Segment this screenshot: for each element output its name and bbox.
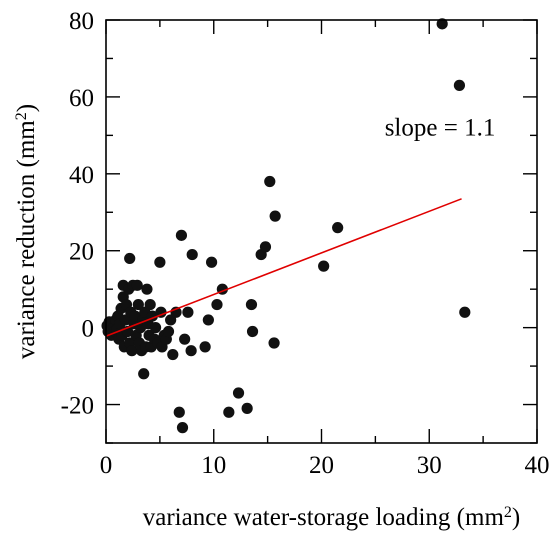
data-point xyxy=(332,222,344,234)
y-tick-label: 0 xyxy=(82,316,95,343)
axis-ticks xyxy=(105,19,538,444)
data-point xyxy=(223,406,235,418)
data-point xyxy=(459,306,471,318)
data-point xyxy=(268,337,280,349)
y-axis-title: variance reduction (mm2) xyxy=(13,104,41,359)
data-point xyxy=(232,387,245,399)
data-point xyxy=(124,252,136,265)
data-point xyxy=(264,175,276,188)
data-point xyxy=(179,333,191,345)
data-point xyxy=(246,325,259,338)
plot-frame xyxy=(105,19,538,444)
data-point xyxy=(453,79,466,91)
x-tick-label: 30 xyxy=(417,452,442,479)
y-axis-title-text: variance reduction (mm xyxy=(13,120,40,359)
data-point xyxy=(132,298,144,311)
data-point xyxy=(155,306,167,318)
data-point xyxy=(202,314,214,326)
y-tick-label: 60 xyxy=(69,85,94,112)
axis-tick-labels: 0 10 20 30 40 -20 0 20 40 60 80 xyxy=(61,8,550,479)
data-point xyxy=(211,298,223,311)
data-point xyxy=(175,229,188,241)
x-tick-label: 20 xyxy=(309,452,334,479)
data-point xyxy=(199,341,211,353)
data-point xyxy=(245,298,258,311)
y-tick-label: 40 xyxy=(69,162,94,189)
data-points xyxy=(101,18,471,434)
data-point xyxy=(176,422,189,434)
data-point xyxy=(144,298,156,311)
data-point xyxy=(318,260,330,272)
x-tick-label: 0 xyxy=(100,452,113,479)
data-point xyxy=(167,348,179,361)
y-axis-title-suffix: ) xyxy=(13,104,40,112)
data-point xyxy=(186,248,198,261)
fit-line xyxy=(105,198,462,337)
data-point xyxy=(185,345,197,357)
x-axis-title-superscript: 2 xyxy=(504,504,512,521)
y-axis-title-superscript: 2 xyxy=(13,112,30,120)
data-point xyxy=(182,306,194,318)
slope-annotation: slope = 1.1 xyxy=(385,114,496,141)
data-point xyxy=(131,279,143,291)
data-point xyxy=(205,256,218,268)
y-tick-label: 80 xyxy=(69,8,94,35)
data-point xyxy=(154,256,166,268)
data-point xyxy=(162,325,175,338)
x-tick-label: 40 xyxy=(525,452,550,479)
x-axis-title-suffix: ) xyxy=(512,504,520,531)
x-tick-label: 10 xyxy=(201,452,226,479)
y-tick-label: 20 xyxy=(69,239,94,266)
data-point xyxy=(173,406,185,418)
data-point xyxy=(241,402,253,414)
x-axis-title: variance water-storage loading (mm2) xyxy=(143,504,520,532)
data-point xyxy=(269,210,281,222)
data-point xyxy=(138,368,150,380)
data-point xyxy=(259,241,272,253)
data-point xyxy=(141,283,153,295)
x-axis-title-text: variance water-storage loading (mm xyxy=(143,504,505,531)
data-point xyxy=(126,345,138,357)
fit-line-layer xyxy=(105,198,462,337)
data-point xyxy=(149,322,162,334)
y-tick-label: -20 xyxy=(61,393,94,420)
data-point xyxy=(436,18,448,30)
